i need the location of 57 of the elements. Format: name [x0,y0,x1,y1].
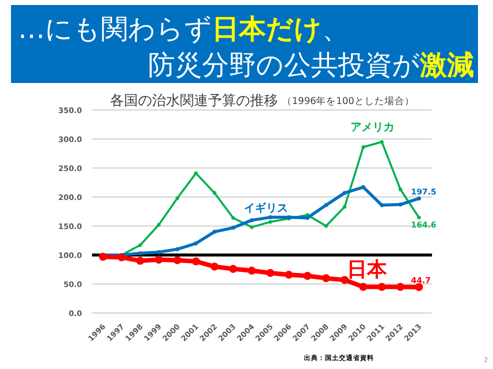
point [398,202,402,207]
text: （1996年を100とした場合） [282,95,414,107]
point [118,253,126,262]
point [322,274,330,282]
point [99,252,107,261]
point [417,216,421,220]
point [361,185,366,190]
data-label: 197.5 [411,187,437,196]
point [138,251,142,256]
point [342,190,347,195]
point [250,225,254,229]
point [212,230,217,234]
point [380,203,384,208]
point [156,250,161,254]
point [342,205,346,209]
point [268,220,272,224]
point [398,188,402,192]
point [359,282,368,291]
point [136,256,144,265]
point [210,262,219,271]
point [396,282,404,291]
text: 各国の治水関連予算の推移 [110,93,278,109]
point [192,257,200,266]
point [324,224,328,228]
point [154,256,163,264]
point [361,145,366,149]
chart-subtitle: 防災分野の公共投資が激減 [148,50,474,81]
series-label: イギリス [244,201,288,214]
point [266,268,274,277]
point [176,196,180,200]
point [324,203,328,208]
series-label: アメリカ [350,120,395,134]
point [194,241,198,246]
point [175,247,180,252]
point [156,223,161,227]
point [305,216,310,220]
point [250,218,254,222]
data-label: 164.6 [411,220,437,230]
chart-title: …にも関わらず日本だけ、 [18,14,349,45]
series-label: 日本 [346,256,388,281]
point [212,191,216,195]
point [268,215,272,220]
point [415,283,423,292]
point [417,196,421,200]
point [229,264,238,273]
point [303,272,312,280]
point [231,216,235,220]
point [248,266,256,275]
point [284,270,293,279]
point [340,276,349,284]
data-label: 44.7 [411,276,431,286]
point [378,282,386,291]
point [194,171,198,176]
point [231,226,236,230]
point [380,140,384,144]
point [138,243,142,247]
point [173,256,182,264]
